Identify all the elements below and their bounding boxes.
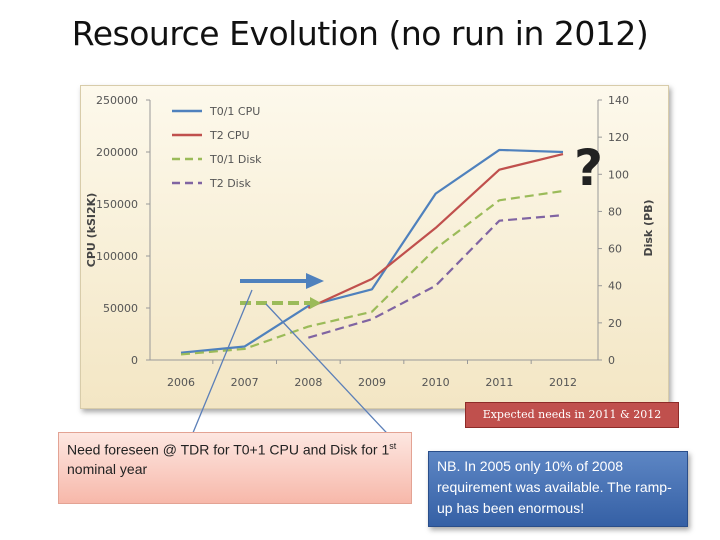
left-tick-label: 0	[131, 354, 138, 367]
tdr-note: Need foreseen @ TDR for T0+1 CPU and Dis…	[58, 432, 412, 504]
x-tick-label: 2011	[485, 376, 513, 389]
question-mark: ?	[574, 139, 604, 197]
left-tick-label: 100000	[96, 250, 138, 263]
tdr-note-end: nominal year	[67, 460, 148, 477]
x-axis-ticks: 2006 2007 2008 2009 2010 2011 2012	[167, 360, 577, 389]
cpu-arrow-head	[306, 273, 324, 289]
series-t2-disk	[308, 214, 564, 339]
pointer-line-cpu	[189, 289, 253, 441]
x-tick-label: 2008	[294, 376, 322, 389]
right-tick-label: 80	[608, 205, 622, 218]
series-t0-1-disk	[180, 189, 564, 356]
right-axis-label: Disk (PB)	[642, 199, 655, 256]
legend-label: T2 Disk	[209, 177, 251, 190]
series-t0-1-cpu	[180, 148, 564, 354]
right-axis-ticks: 0 20 40 60 80 100 120 140	[598, 94, 629, 367]
right-tick-label: 60	[608, 243, 622, 256]
x-tick-label: 2009	[358, 376, 386, 389]
right-tick-label: 140	[608, 94, 629, 107]
pointer-line-disk	[265, 303, 399, 446]
left-tick-label: 200000	[96, 146, 138, 159]
left-tick-label: 50000	[103, 302, 138, 315]
x-tick-label: 2010	[422, 376, 450, 389]
tdr-note-text: Need foreseen @ TDR for T0+1 CPU and Dis…	[67, 441, 390, 458]
right-tick-label: 120	[608, 131, 629, 144]
right-tick-label: 100	[608, 168, 629, 181]
left-axis-ticks: 0 50000 100000 150000 200000 250000	[96, 94, 150, 367]
series-t2-cpu	[307, 153, 564, 310]
left-tick-label: 250000	[96, 94, 138, 107]
x-tick-label: 2012	[549, 376, 577, 389]
x-tick-label: 2006	[167, 376, 195, 389]
legend-label: T0/1 CPU	[209, 105, 260, 118]
x-tick-label: 2007	[231, 376, 259, 389]
tdr-note-sup: st	[389, 441, 397, 451]
right-tick-label: 20	[608, 317, 622, 330]
series-lines	[180, 148, 564, 356]
legend-label: T2 CPU	[209, 129, 250, 142]
right-tick-label: 40	[608, 280, 622, 293]
expected-needs-label: Expected needs in 2011 & 2012	[465, 402, 679, 428]
left-axis-label: CPU (kSI2K)	[85, 193, 98, 267]
legend-label: T0/1 Disk	[209, 153, 262, 166]
rampup-note: NB. In 2005 only 10% of 2008 requirement…	[428, 451, 688, 527]
chart-legend: T0/1 CPU T2 CPU T0/1 Disk T2 Disk	[172, 105, 262, 190]
disk-arrow-head	[310, 297, 321, 309]
right-tick-label: 0	[608, 354, 615, 367]
page-title: Resource Evolution (no run in 2012)	[71, 14, 649, 53]
left-tick-label: 150000	[96, 198, 138, 211]
chart-panel	[80, 85, 669, 409]
